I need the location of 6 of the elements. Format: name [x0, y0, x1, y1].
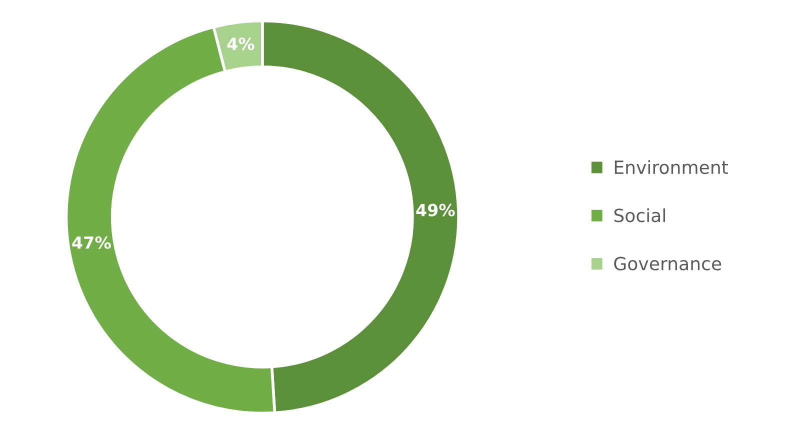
data-label: 49%	[416, 204, 455, 216]
data-label: 47%	[72, 236, 111, 249]
legend-label: Environment	[614, 160, 728, 174]
legend-label: Social	[614, 208, 665, 222]
legend-label: Governance	[614, 256, 722, 270]
data-label: 4%	[227, 37, 254, 50]
